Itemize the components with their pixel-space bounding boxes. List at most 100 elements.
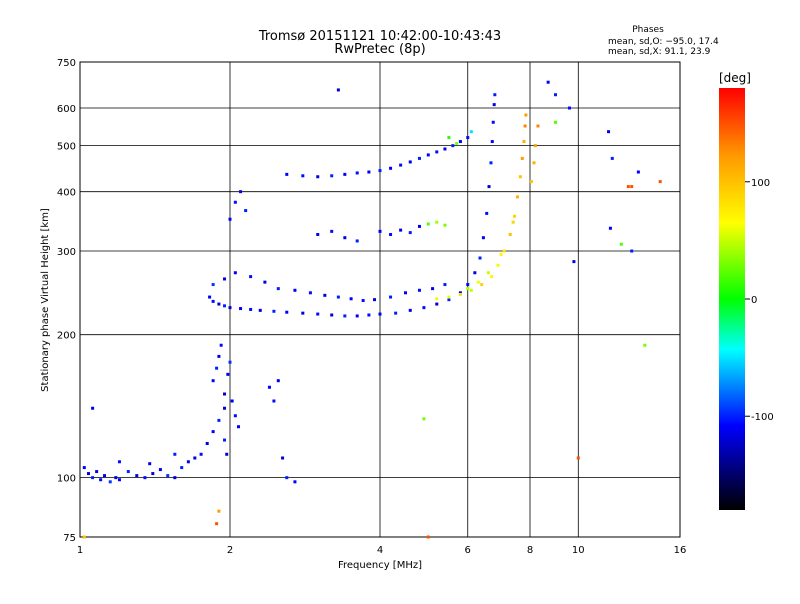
phase-stats-o: mean, sd,O: −95.0, 17.4 — [608, 37, 719, 47]
data-points — [82, 80, 662, 539]
echo-point — [108, 480, 112, 484]
echo-point — [151, 472, 155, 476]
grid-lines — [80, 62, 680, 537]
echo-point — [496, 263, 500, 267]
echo-point — [117, 460, 121, 464]
echo-point — [223, 277, 227, 281]
echo-point — [263, 280, 267, 284]
x-tick-label: 8 — [527, 545, 533, 556]
echo-point — [490, 275, 494, 279]
y-tick-label: 75 — [63, 533, 76, 544]
echo-point — [233, 200, 237, 204]
echo-point — [447, 295, 451, 299]
echo-point — [244, 209, 248, 213]
echo-point — [223, 304, 227, 308]
echo-point — [481, 236, 485, 240]
echo-point — [186, 460, 190, 464]
echo-point — [285, 310, 289, 314]
echo-point — [355, 314, 359, 318]
echo-point — [217, 302, 221, 306]
echo-point — [511, 220, 515, 224]
echo-point — [546, 80, 550, 84]
echo-point — [443, 223, 447, 227]
echo-point — [301, 311, 305, 315]
echo-point — [408, 308, 412, 312]
echo-point — [330, 174, 334, 178]
echo-point — [330, 229, 334, 233]
echo-point — [223, 438, 227, 442]
echo-point — [399, 163, 403, 167]
echo-point — [576, 456, 580, 460]
echo-point — [524, 113, 528, 117]
echo-point — [489, 161, 493, 165]
echo-point — [426, 153, 430, 157]
echo-point — [518, 175, 522, 179]
echo-point — [323, 293, 327, 297]
echo-point — [643, 343, 647, 347]
echo-point — [529, 180, 533, 184]
x-tick-label: 10 — [572, 545, 585, 556]
y-tick-label: 300 — [57, 247, 76, 258]
echo-point — [523, 124, 527, 128]
echo-point — [330, 313, 334, 317]
echo-point — [435, 150, 439, 154]
echo-point — [630, 185, 634, 189]
echo-point — [447, 298, 451, 302]
echo-point — [316, 233, 320, 237]
phase-stats-heading: Phases — [632, 25, 664, 35]
echo-point — [226, 372, 230, 376]
echo-point — [355, 171, 359, 175]
colorbar-label: [deg] — [719, 71, 751, 85]
echo-point — [520, 156, 524, 160]
echo-point — [233, 414, 237, 418]
echo-point — [466, 283, 470, 287]
echo-point — [636, 170, 640, 174]
y-axis-ticks: 75 100 200 300 400 500 600 750 — [57, 58, 76, 544]
x-tick-label: 6 — [465, 545, 471, 556]
echo-point — [619, 242, 623, 246]
echo-point — [126, 470, 130, 474]
echo-point — [336, 88, 340, 92]
echo-point — [466, 136, 470, 140]
echo-point — [389, 295, 393, 299]
echo-point — [513, 214, 517, 218]
echo-point — [378, 229, 382, 233]
echo-point — [478, 256, 482, 260]
echo-point — [349, 297, 353, 301]
echo-point — [355, 239, 359, 243]
echo-point — [367, 313, 371, 317]
echo-point — [431, 287, 435, 291]
echo-point — [567, 106, 571, 110]
echo-point — [480, 283, 484, 287]
echo-point — [499, 252, 503, 256]
y-tick-label: 100 — [57, 474, 76, 485]
echo-point — [447, 136, 451, 140]
echo-point — [486, 271, 490, 275]
echo-point — [95, 470, 99, 474]
echo-point — [228, 360, 232, 364]
echo-point — [403, 291, 407, 295]
echo-point — [316, 175, 320, 179]
echo-point — [239, 190, 243, 194]
echo-point — [536, 124, 540, 128]
echo-point — [276, 287, 280, 291]
echo-point — [491, 120, 495, 124]
echo-point — [485, 211, 489, 215]
echo-point — [378, 312, 382, 316]
echo-point — [626, 185, 630, 189]
echo-point — [394, 311, 398, 315]
echo-point — [389, 166, 393, 170]
echo-point — [91, 406, 95, 410]
echo-point — [367, 170, 371, 174]
echo-point — [148, 462, 152, 466]
echo-point — [91, 476, 95, 480]
echo-point — [230, 399, 234, 403]
echo-point — [443, 147, 447, 151]
echo-point — [236, 425, 240, 429]
echo-point — [215, 522, 219, 526]
echo-point — [343, 314, 347, 318]
echo-point — [458, 292, 462, 296]
echo-point — [451, 144, 455, 148]
colorbar-tick-label: 0 — [751, 295, 757, 306]
